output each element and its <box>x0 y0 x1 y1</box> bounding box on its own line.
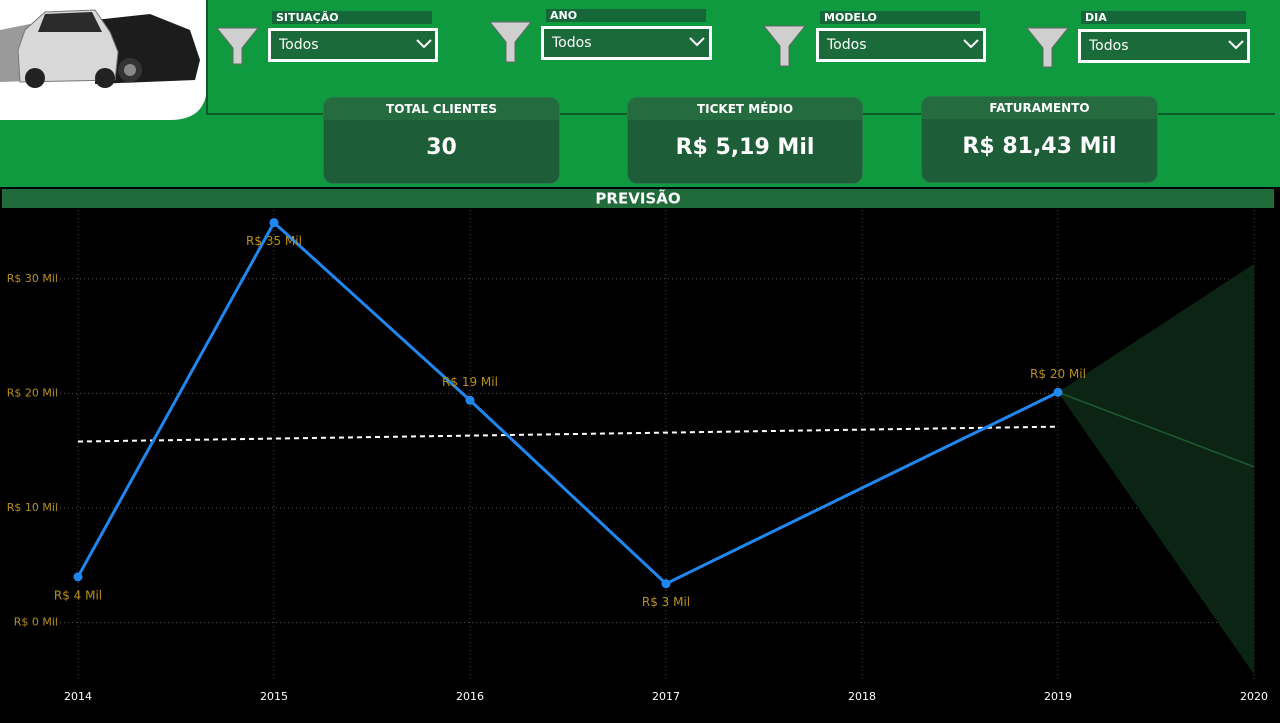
filter-dropdown[interactable]: Todos <box>816 28 986 62</box>
forecast-band <box>1058 263 1254 675</box>
data-point <box>465 395 475 405</box>
data-label: R$ 4 Mil <box>54 588 102 602</box>
chart-header <box>2 189 1274 208</box>
x-tick-label: 2018 <box>848 690 876 703</box>
filter-label: MODELO <box>820 11 980 24</box>
filter-value: Todos <box>279 37 319 53</box>
x-tick-label: 2019 <box>1044 690 1072 703</box>
kpi-title: FATURAMENTO <box>922 97 1157 119</box>
filter-value: Todos <box>552 35 592 51</box>
filter-label: SITUAÇÃO <box>272 11 432 24</box>
kpi-value: 30 <box>426 135 457 160</box>
divider <box>206 0 1275 115</box>
filter-label: ANO <box>546 9 706 22</box>
kpi-value: R$ 5,19 Mil <box>675 135 815 160</box>
y-tick-label: R$ 0 Mil <box>14 616 58 629</box>
kpi-title: TOTAL CLIENTES <box>324 98 559 120</box>
kpi-card: TOTAL CLIENTES 30 <box>323 97 560 184</box>
x-tick-label: 2020 <box>1240 690 1268 703</box>
x-tick-label: 2016 <box>456 690 484 703</box>
filter-dropdown[interactable]: Todos <box>1078 29 1250 63</box>
y-tick-label: R$ 30 Mil <box>7 272 58 285</box>
data-point <box>661 579 671 589</box>
data-label: R$ 3 Mil <box>642 595 690 609</box>
data-point <box>73 572 83 582</box>
data-label: R$ 35 Mil <box>246 234 302 248</box>
y-tick-label: R$ 10 Mil <box>7 501 58 514</box>
car-image-art <box>0 9 200 88</box>
kpi-card: TICKET MÉDIO R$ 5,19 Mil <box>627 97 863 184</box>
filter-dropdown[interactable]: Todos <box>541 26 712 60</box>
x-tick-label: 2017 <box>652 690 680 703</box>
chart-title: PREVISÃO <box>595 189 680 208</box>
filter-label: DIA <box>1081 11 1246 24</box>
x-tick-label: 2014 <box>64 690 92 703</box>
data-point <box>269 218 279 228</box>
forecast-line <box>1057 391 1255 468</box>
data-label: R$ 19 Mil <box>442 375 498 389</box>
chart-panel <box>0 187 1280 723</box>
x-tick-label: 2015 <box>260 690 288 703</box>
y-tick-label: R$ 20 Mil <box>7 386 58 399</box>
filter-dropdown[interactable]: Todos <box>268 28 438 62</box>
filter-icons <box>215 21 1070 68</box>
kpi-value: R$ 81,43 Mil <box>962 134 1117 159</box>
filter-value: Todos <box>827 37 867 53</box>
trend-line <box>77 425 1059 443</box>
kpi-card: FATURAMENTO R$ 81,43 Mil <box>921 96 1158 183</box>
filter-value: Todos <box>1089 38 1129 54</box>
data-label: R$ 20 Mil <box>1030 367 1086 381</box>
kpi-title: TICKET MÉDIO <box>628 98 862 120</box>
series-line <box>76 220 1059 586</box>
data-point <box>1053 387 1063 397</box>
